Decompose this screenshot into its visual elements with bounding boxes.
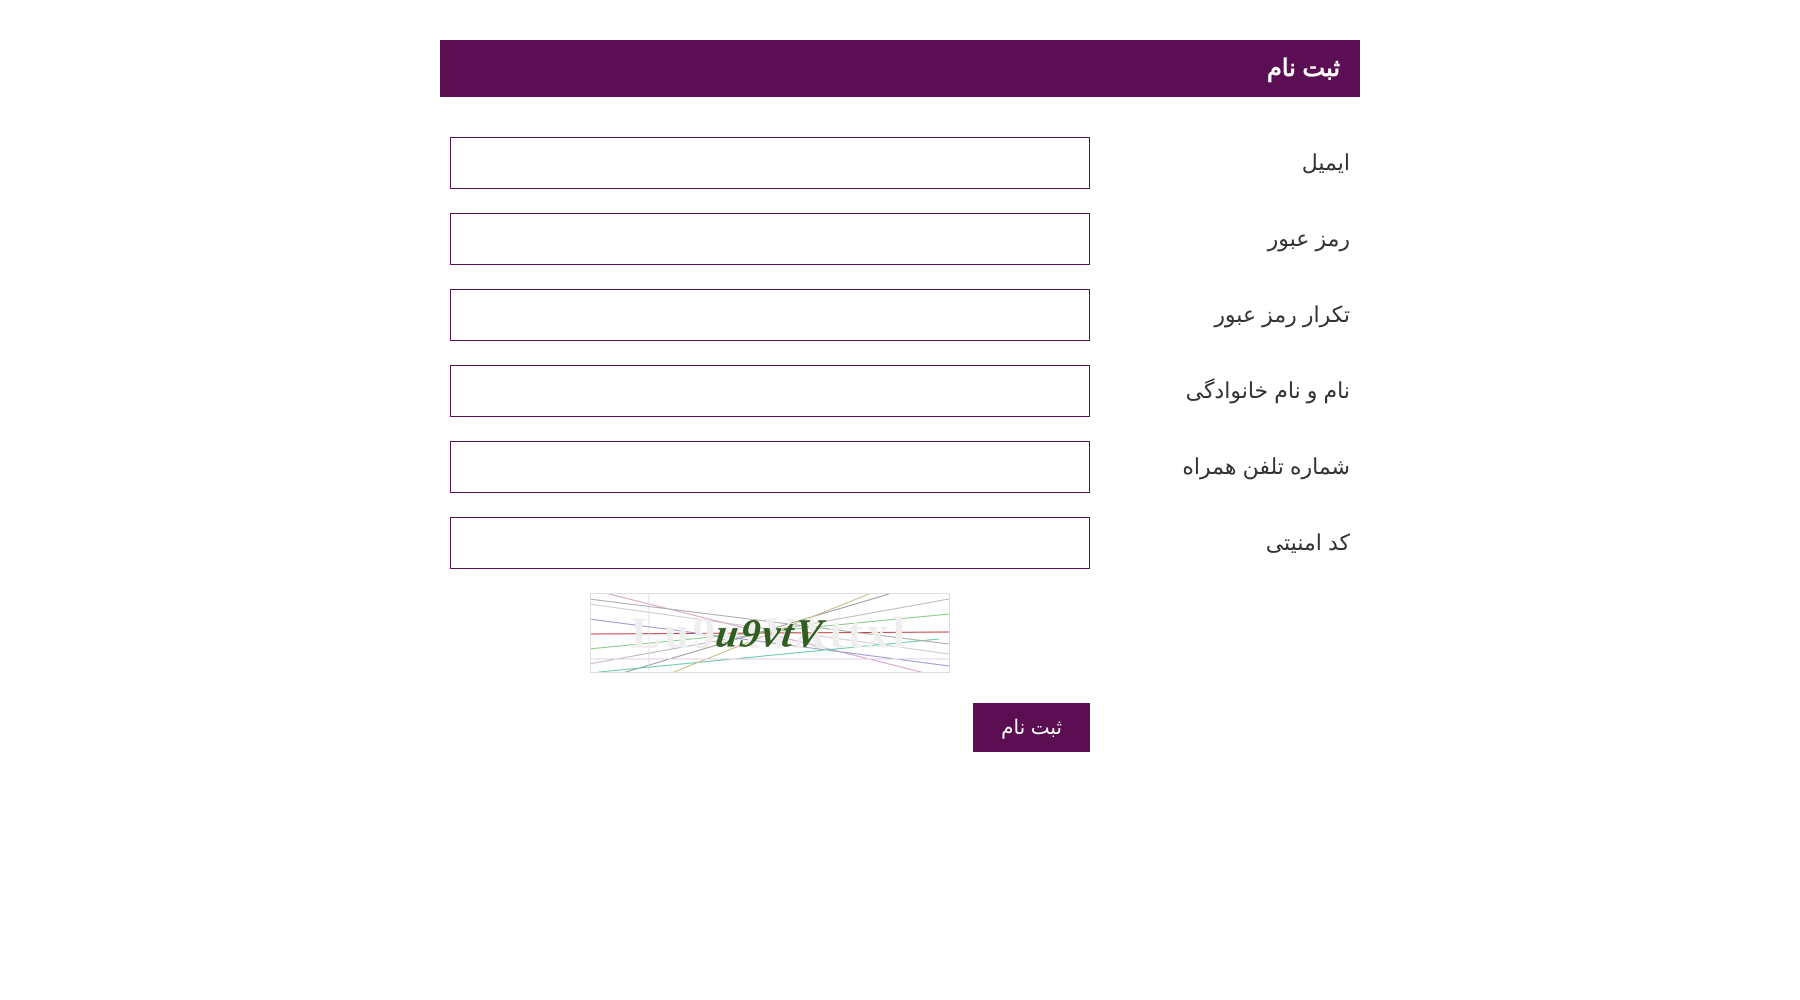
captcha-text: u9vtV (713, 610, 827, 657)
fullname-label: نام و نام خانوادگی (1120, 378, 1350, 404)
password-label: رمز عبور (1120, 226, 1350, 252)
password-confirm-label: تکرار رمز عبور (1120, 302, 1350, 328)
field-row-phone: شماره تلفن همراه (450, 441, 1350, 493)
submit-row: ثبت نام (450, 703, 1350, 752)
captcha-image: Lu9vtVAttxl u9vtV (590, 593, 950, 673)
field-row-fullname: نام و نام خانوادگی (450, 365, 1350, 417)
submit-button[interactable]: ثبت نام (973, 703, 1090, 752)
field-row-password-confirm: تکرار رمز عبور (450, 289, 1350, 341)
field-row-password: رمز عبور (450, 213, 1350, 265)
email-input[interactable] (450, 137, 1090, 189)
password-confirm-input[interactable] (450, 289, 1090, 341)
registration-form: ثبت نام ایمیل رمز عبور تکرار رمز عبور نا… (440, 0, 1360, 752)
form-title: ثبت نام (1267, 55, 1340, 82)
captcha-label: کد امنیتی (1120, 530, 1350, 556)
password-input[interactable] (450, 213, 1090, 265)
phone-label: شماره تلفن همراه (1120, 454, 1350, 480)
field-row-email: ایمیل (450, 137, 1350, 189)
captcha-image-row: Lu9vtVAttxl u9vtV (450, 593, 1350, 673)
fullname-input[interactable] (450, 365, 1090, 417)
phone-input[interactable] (450, 441, 1090, 493)
form-body: ایمیل رمز عبور تکرار رمز عبور نام و نام … (440, 97, 1360, 752)
captcha-input[interactable] (450, 517, 1090, 569)
field-row-captcha: کد امنیتی (450, 517, 1350, 569)
form-header: ثبت نام (440, 40, 1360, 97)
email-label: ایمیل (1120, 150, 1350, 176)
